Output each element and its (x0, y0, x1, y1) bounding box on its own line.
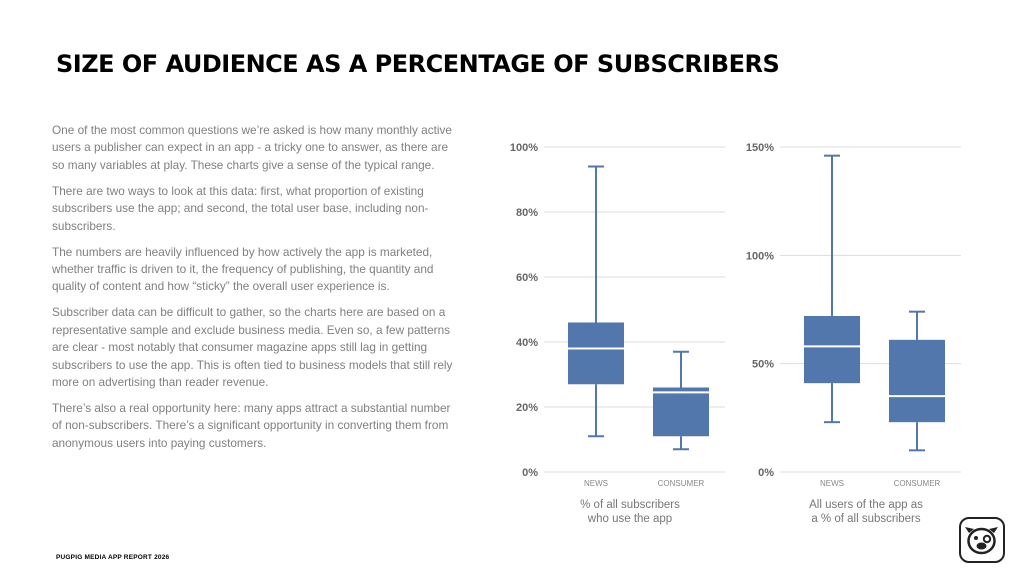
box-iqr (889, 339, 945, 423)
box-iqr (653, 387, 709, 437)
y-tick-label: 150% (746, 142, 774, 154)
chart-svg: 0% 20% 40% 60% 80% 100% NEWS CONSUMER (510, 142, 725, 488)
pug-face-icon (959, 517, 1005, 563)
box-chart-subscribers: 0% 20% 40% 60% 80% 100% NEWS CONSUMER % of all … (500, 130, 760, 530)
body-text: One of the most common questions we’re a… (52, 122, 462, 461)
box-chart-all-users: 0% 50% 100% 150% NEWS CONSUMER All users of t… (736, 130, 996, 530)
caption-line: % of all subscribers (580, 499, 680, 511)
y-tick-label: 100% (746, 250, 774, 262)
y-tick-label: 20% (516, 402, 538, 414)
paragraph: There are two ways to look at this data:… (52, 183, 429, 233)
paragraph: The numbers are heavily influenced by ho… (52, 244, 434, 294)
y-tick-label: 0% (522, 467, 538, 479)
y-tick-label: 50% (752, 359, 774, 371)
chart-caption: % of all subscribers who use the app (500, 498, 760, 526)
y-tick-label: 80% (516, 207, 538, 219)
paragraph: One of the most common questions we’re a… (52, 123, 452, 172)
category-label: CONSUMER (658, 479, 705, 488)
y-tick-label: 100% (510, 142, 538, 154)
y-tick-label: 60% (516, 272, 538, 284)
chart-svg: 0% 50% 100% 150% NEWS CONSUMER (746, 142, 961, 488)
caption-line: who use the app (587, 513, 673, 525)
caption-line: a % of all subscribers (811, 513, 921, 525)
category-label: NEWS (584, 479, 608, 488)
chart-caption: All users of the app as a % of all subsc… (736, 498, 996, 526)
y-tick-label: 40% (516, 337, 538, 349)
box-iqr (804, 316, 860, 384)
category-label: NEWS (820, 479, 844, 488)
caption-line: All users of the app as (809, 499, 923, 511)
category-label: CONSUMER (894, 479, 941, 488)
y-tick-label: 0% (758, 467, 774, 479)
paragraph: Subscriber data can be difficult to gath… (52, 305, 453, 390)
report-footer: PUGPIG MEDIA APP REPORT 2026 (56, 554, 170, 561)
paragraph: There’s also a real opportunity here: ma… (52, 401, 451, 450)
page-title: SIZE OF AUDIENCE AS A PERCENTAGE OF SUBS… (56, 50, 780, 78)
box-iqr (568, 322, 624, 385)
